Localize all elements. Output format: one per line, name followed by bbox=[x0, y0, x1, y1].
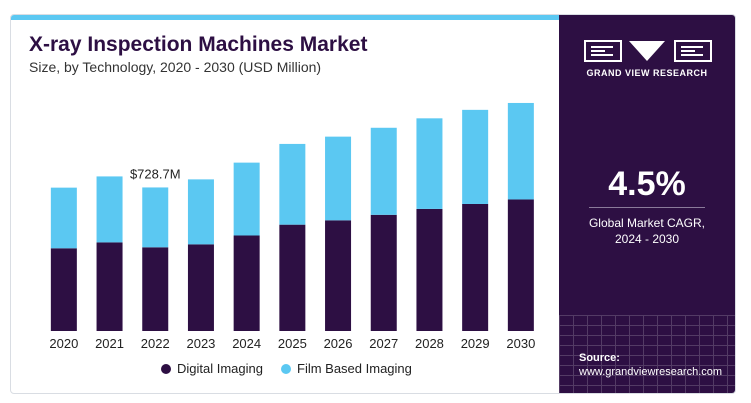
side-panel: GRAND VIEW RESEARCH 4.5% Global Market C… bbox=[559, 15, 735, 393]
chart-title: X-ray Inspection Machines Market bbox=[29, 33, 368, 56]
bar-film-2028 bbox=[416, 118, 443, 209]
divider bbox=[589, 207, 705, 208]
bar-film-2030 bbox=[507, 102, 534, 200]
bar-film-2021 bbox=[96, 176, 123, 243]
bar-film-2025 bbox=[279, 143, 306, 225]
legend-swatch-digital bbox=[161, 363, 171, 374]
legend-label-digital: Digital Imaging bbox=[177, 361, 263, 376]
accent-bar bbox=[11, 15, 559, 20]
cagr-label-line1: Global Market CAGR, bbox=[588, 216, 706, 230]
bar-film-2029 bbox=[462, 109, 489, 204]
x-tick-label: 2024 bbox=[232, 336, 261, 351]
brand-logo-icon bbox=[584, 40, 712, 62]
legend-label-film: Film Based Imaging bbox=[297, 361, 412, 376]
cagr-value: 4.5% bbox=[608, 165, 686, 203]
brand-name: GRAND VIEW RESEARCH bbox=[586, 68, 708, 78]
source-url[interactable]: www.grandviewresearch.com bbox=[579, 366, 723, 378]
x-tick-label: 2030 bbox=[506, 336, 535, 351]
bar-digital-2029 bbox=[462, 203, 489, 331]
bar-film-2026 bbox=[325, 136, 352, 221]
bar-film-2023 bbox=[187, 179, 214, 245]
bar-digital-2024 bbox=[233, 235, 260, 331]
x-tick-label: 2021 bbox=[95, 336, 124, 351]
x-tick-label: 2022 bbox=[141, 336, 170, 351]
data-label-annotation: $728.7M bbox=[130, 166, 181, 181]
x-tick-label: 2029 bbox=[461, 336, 490, 351]
x-tick-label: 2020 bbox=[49, 336, 78, 351]
bar-digital-2026 bbox=[325, 220, 352, 331]
legend-item-film: Film Based Imaging bbox=[281, 361, 412, 376]
bar-digital-2027 bbox=[370, 214, 397, 331]
source-label: Source: bbox=[579, 352, 620, 364]
bar-digital-2020 bbox=[50, 248, 77, 331]
chart-card: X-ray Inspection Machines Market Size, b… bbox=[10, 14, 736, 394]
legend-item-digital: Digital Imaging bbox=[161, 361, 263, 376]
bar-film-2022 bbox=[142, 187, 169, 248]
chart-subtitle: Size, by Technology, 2020 - 2030 (USD Mi… bbox=[29, 59, 322, 75]
bar-film-2020 bbox=[50, 187, 77, 249]
cagr-label-line2: 2024 - 2030 bbox=[614, 232, 680, 246]
x-tick-label: 2027 bbox=[369, 336, 398, 351]
bar-digital-2021 bbox=[96, 242, 123, 331]
legend: Digital Imaging Film Based Imaging bbox=[161, 361, 412, 376]
legend-swatch-film bbox=[281, 363, 291, 374]
bar-film-2027 bbox=[370, 127, 397, 215]
x-tick-label: 2028 bbox=[415, 336, 444, 351]
decorative-grid bbox=[559, 315, 735, 393]
cagr-label: Global Market CAGR, 2024 - 2030 bbox=[559, 215, 735, 247]
x-tick-label: 2026 bbox=[324, 336, 353, 351]
source: Source: www.grandviewresearch.com bbox=[579, 351, 722, 379]
x-tick-label: 2025 bbox=[278, 336, 307, 351]
bar-chart: 2020 2021 2022 $728.7M 2023 2024 2025 2026 2027 2… bbox=[49, 102, 535, 351]
bar-film-2024 bbox=[233, 162, 260, 236]
bar-digital-2025 bbox=[279, 224, 306, 331]
bar-digital-2028 bbox=[416, 208, 443, 331]
bar-digital-2030 bbox=[507, 199, 534, 331]
x-tick-label: 2023 bbox=[186, 336, 215, 351]
bar-digital-2022 bbox=[142, 247, 169, 331]
bar-digital-2023 bbox=[187, 244, 214, 331]
